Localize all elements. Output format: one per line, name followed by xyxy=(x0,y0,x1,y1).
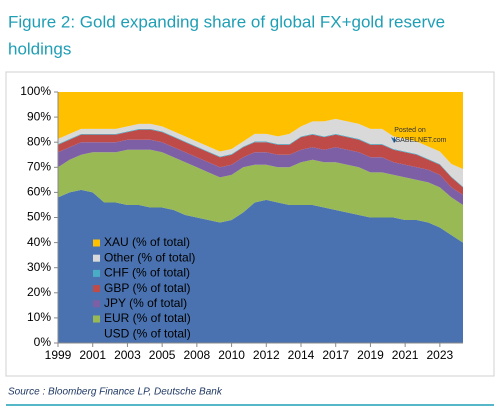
legend-label: GBP (% of total) xyxy=(104,281,190,295)
legend-swatch xyxy=(93,315,100,323)
legend-swatch xyxy=(93,330,100,338)
y-tick-label: 100% xyxy=(20,84,51,98)
area xyxy=(58,118,463,187)
x-tick-label: 2019 xyxy=(357,348,384,362)
x-tick-label: 2017 xyxy=(322,348,349,362)
chart-frame xyxy=(5,71,495,377)
x-tick-label: 2001 xyxy=(79,348,106,362)
legend-label: Other (% of total) xyxy=(104,250,195,264)
y-tick-label: 80% xyxy=(27,134,51,148)
legend-swatch xyxy=(93,300,100,308)
x-tick-label: 2021 xyxy=(392,348,419,362)
watermark-icon xyxy=(391,137,397,143)
legend-swatch xyxy=(93,269,100,277)
legend-swatch xyxy=(93,239,100,247)
x-tick-label: 2014 xyxy=(288,348,315,362)
legend-label: USD (% of total) xyxy=(104,326,191,340)
area xyxy=(58,149,463,243)
chart-title: Figure 2: Gold expanding share of global… xyxy=(8,12,445,31)
source: Source : Bloomberg Finance LP, Deutsche … xyxy=(8,387,223,398)
y-tick-label: 30% xyxy=(27,260,51,274)
x-tick-label: 2023 xyxy=(427,348,454,362)
x-tick-label: 2005 xyxy=(149,348,176,362)
x-tick-label: 2003 xyxy=(114,348,141,362)
y-tick-label: 60% xyxy=(27,185,51,199)
area xyxy=(58,92,463,170)
y-tick-label: 10% xyxy=(27,310,51,324)
chart-title-line2: holdings xyxy=(8,39,71,58)
legend-swatch xyxy=(93,254,100,262)
area xyxy=(58,129,463,195)
x-tick-label: 2010 xyxy=(218,348,245,362)
y-tick-label: 0% xyxy=(34,335,52,349)
legend-label: JPY (% of total) xyxy=(104,296,187,310)
y-tick-label: 70% xyxy=(27,159,51,173)
area xyxy=(58,189,463,343)
y-tick-label: 40% xyxy=(27,235,51,249)
y-tick-label: 90% xyxy=(27,109,51,123)
x-tick-label: 2008 xyxy=(184,348,211,362)
legend-label: EUR (% of total) xyxy=(104,311,191,325)
x-tick-label: 2012 xyxy=(253,348,280,362)
x-tick-label: 1999 xyxy=(45,348,72,362)
legend-swatch xyxy=(93,285,100,293)
watermark: ISABELNET.com xyxy=(394,137,447,144)
legend-label: CHF (% of total) xyxy=(104,266,190,280)
y-tick-label: 20% xyxy=(27,285,51,299)
y-tick-label: 50% xyxy=(27,210,51,224)
watermark: Posted on xyxy=(394,127,426,134)
legend-label: XAU (% of total) xyxy=(104,235,190,249)
area xyxy=(58,139,463,205)
